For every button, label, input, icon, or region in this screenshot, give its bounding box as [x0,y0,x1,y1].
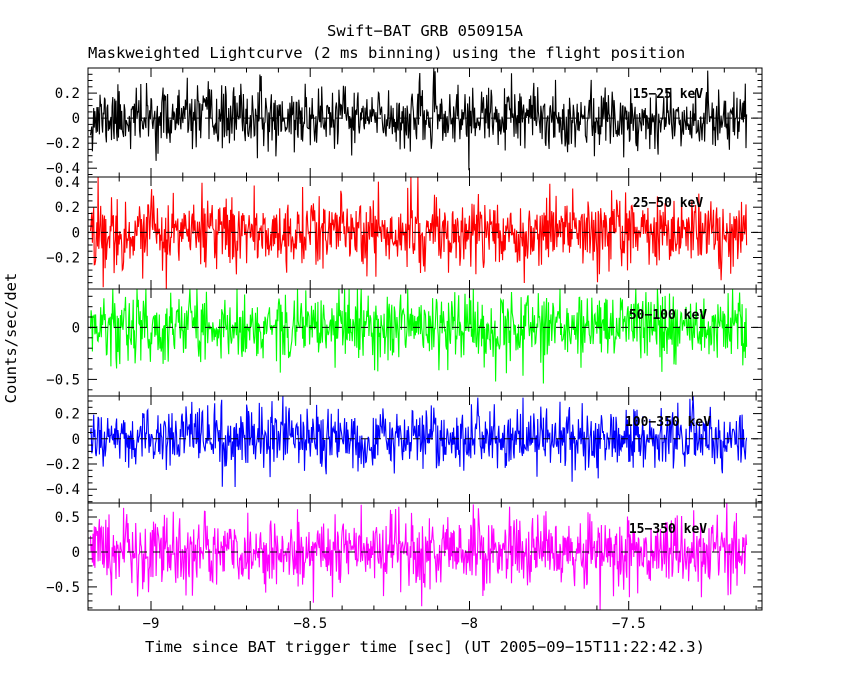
y-tick-label: −0.2 [46,457,80,473]
chart-subtitle: Maskweighted Lightcurve (2 ms binning) u… [88,44,685,62]
y-tick-label: 0.2 [55,200,80,216]
band-label: 15−350 keV [629,522,707,537]
y-tick-label: 0.2 [55,86,80,102]
lightcurve-series [89,288,748,384]
band-label: 100−350 keV [625,415,711,430]
y-tick-label: −0.5 [46,580,80,596]
y-tick-label: −0.2 [46,251,80,267]
band-label: 25−50 keV [633,196,704,211]
y-tick-label: −0.4 [46,482,80,498]
y-tick-label: 0 [72,225,80,241]
x-tick-label: −7.5 [612,616,646,632]
x-tick-label: −8 [461,616,478,632]
chart-title: Swift−BAT GRB 050915A [327,22,524,40]
lightcurve-series [89,176,748,290]
y-tick-label: 0.2 [55,407,80,423]
y-tick-label: 0 [72,111,80,127]
panel-frame [87,502,763,611]
y-tick-label: 0 [72,545,80,561]
x-tick-label: −9 [143,616,160,632]
x-tick-label: −8.5 [293,616,327,632]
y-tick-label: −0.5 [46,372,80,388]
panel-1: 0.4 0.2 0 −0.2 25−50 keV [46,175,763,290]
panel-3: 0.2 0 −0.2 −0.4 100−350 keV [46,395,763,504]
plot-area: 0.2 0 −0.2 −0.4 15−25 keV 0.4 0.2 0 −0.2 25−50 ke… [46,67,763,632]
y-tick-label: 0.4 [55,175,80,191]
lightcurve-series [89,67,748,171]
lightcurve-series [89,503,748,610]
y-tick-label: 0.5 [55,510,80,526]
y-axis-label: Counts/sec/det [2,273,20,404]
x-axis-label: Time since BAT trigger time [sec] (UT 20… [145,638,705,656]
band-label: 15−25 keV [633,87,704,102]
lightcurve-series [89,395,748,488]
panel-2: 0 −0.5 50−100 keV [46,288,763,397]
y-tick-label: 0 [72,320,80,336]
y-tick-label: −0.2 [46,136,80,152]
y-tick-label: 0 [72,432,80,448]
panel-4: 0.5 0 −0.5 15−350 keV [46,502,763,611]
y-tick-label: −0.4 [46,161,80,177]
panel-0: 0.2 0 −0.2 −0.4 15−25 keV [46,67,763,178]
band-label: 50−100 keV [629,308,707,323]
